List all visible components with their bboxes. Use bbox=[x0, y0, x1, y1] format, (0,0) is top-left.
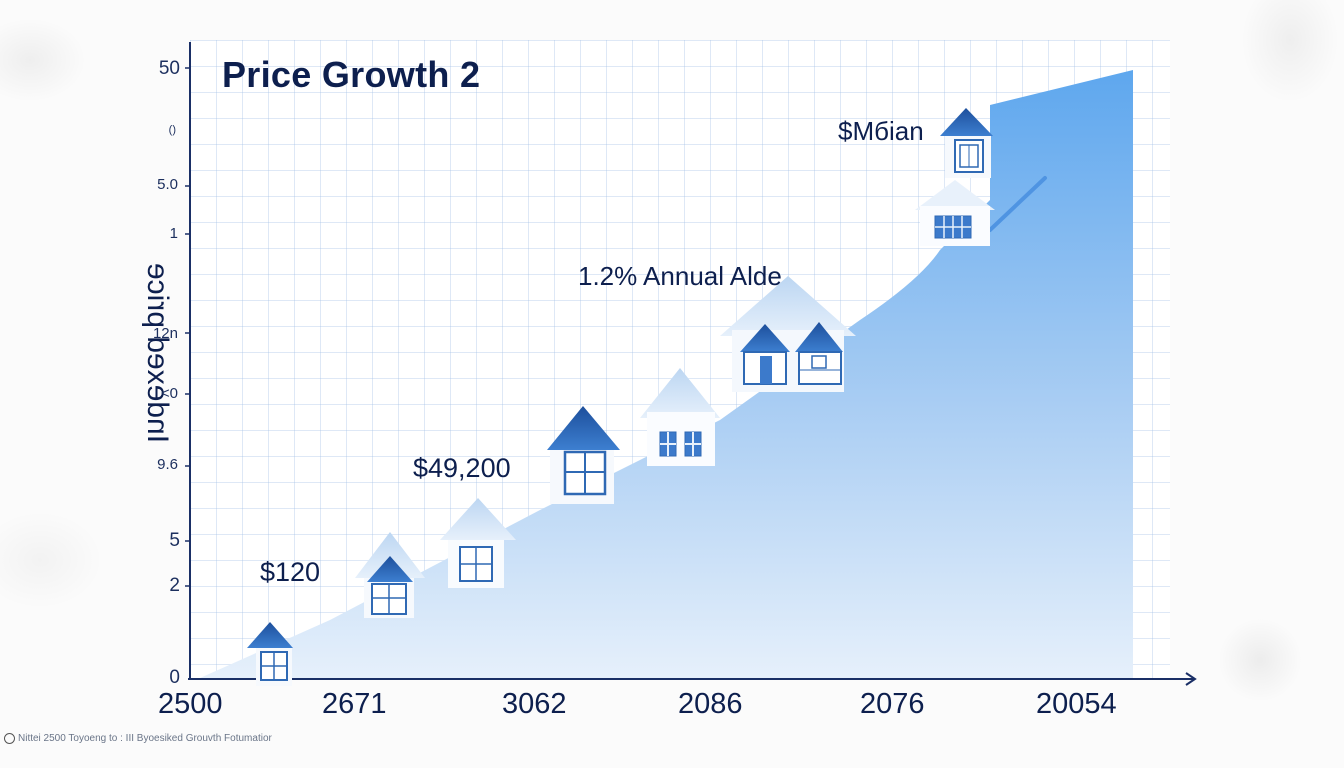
chart-footnote: Nittei 2500 Toyoeng to : III Byoesiked G… bbox=[4, 733, 272, 744]
x-tick-label: 3062 bbox=[502, 688, 567, 720]
y-tick-label: <0 bbox=[160, 385, 178, 402]
annotation-price-49200: $49,200 bbox=[413, 453, 511, 483]
house-icon-7 bbox=[915, 180, 995, 246]
footnote-text: Nittei 2500 Toyoeng to : III Byoesiked G… bbox=[18, 733, 272, 744]
x-axis-arrow-icon bbox=[1185, 672, 1197, 686]
y-tick-label: 9.6 bbox=[157, 456, 178, 473]
y-tick-label: 2 bbox=[169, 575, 180, 596]
x-tick-label: 2086 bbox=[678, 688, 743, 720]
y-tick-label: 50 bbox=[158, 58, 180, 79]
house-icon-5 bbox=[640, 368, 720, 466]
annotation-price-120: $120 bbox=[260, 557, 321, 587]
house-icon-6 bbox=[720, 276, 856, 392]
house-icon-8 bbox=[940, 108, 993, 178]
house-icon-3 bbox=[440, 498, 516, 588]
y-tick-label: 0 bbox=[169, 667, 180, 688]
x-tick-label: 2076 bbox=[860, 688, 925, 720]
area-series bbox=[200, 70, 1133, 678]
house-icon-2 bbox=[355, 532, 425, 618]
x-tick-label: 2671 bbox=[322, 688, 387, 720]
annotation-median: $Mбian bbox=[838, 116, 924, 146]
trend-line bbox=[988, 176, 1047, 232]
y-tick-label: 1 bbox=[169, 225, 178, 242]
info-icon bbox=[4, 733, 15, 744]
y-tick-label: 5 bbox=[169, 530, 180, 551]
y-tick-label: 5.0 bbox=[157, 176, 178, 193]
y-tick-label: 12n bbox=[152, 325, 178, 342]
x-tick-label: 2500 bbox=[158, 688, 223, 720]
y-tick-label: () bbox=[168, 124, 176, 136]
annotation-annual-rate: 1.2% Annual Alde bbox=[578, 261, 782, 291]
x-tick-label: 20054 bbox=[1036, 688, 1117, 720]
chart-title: Price Growth 2 bbox=[222, 54, 481, 95]
house-icon-1 bbox=[247, 622, 293, 686]
house-icon-4 bbox=[547, 406, 620, 504]
